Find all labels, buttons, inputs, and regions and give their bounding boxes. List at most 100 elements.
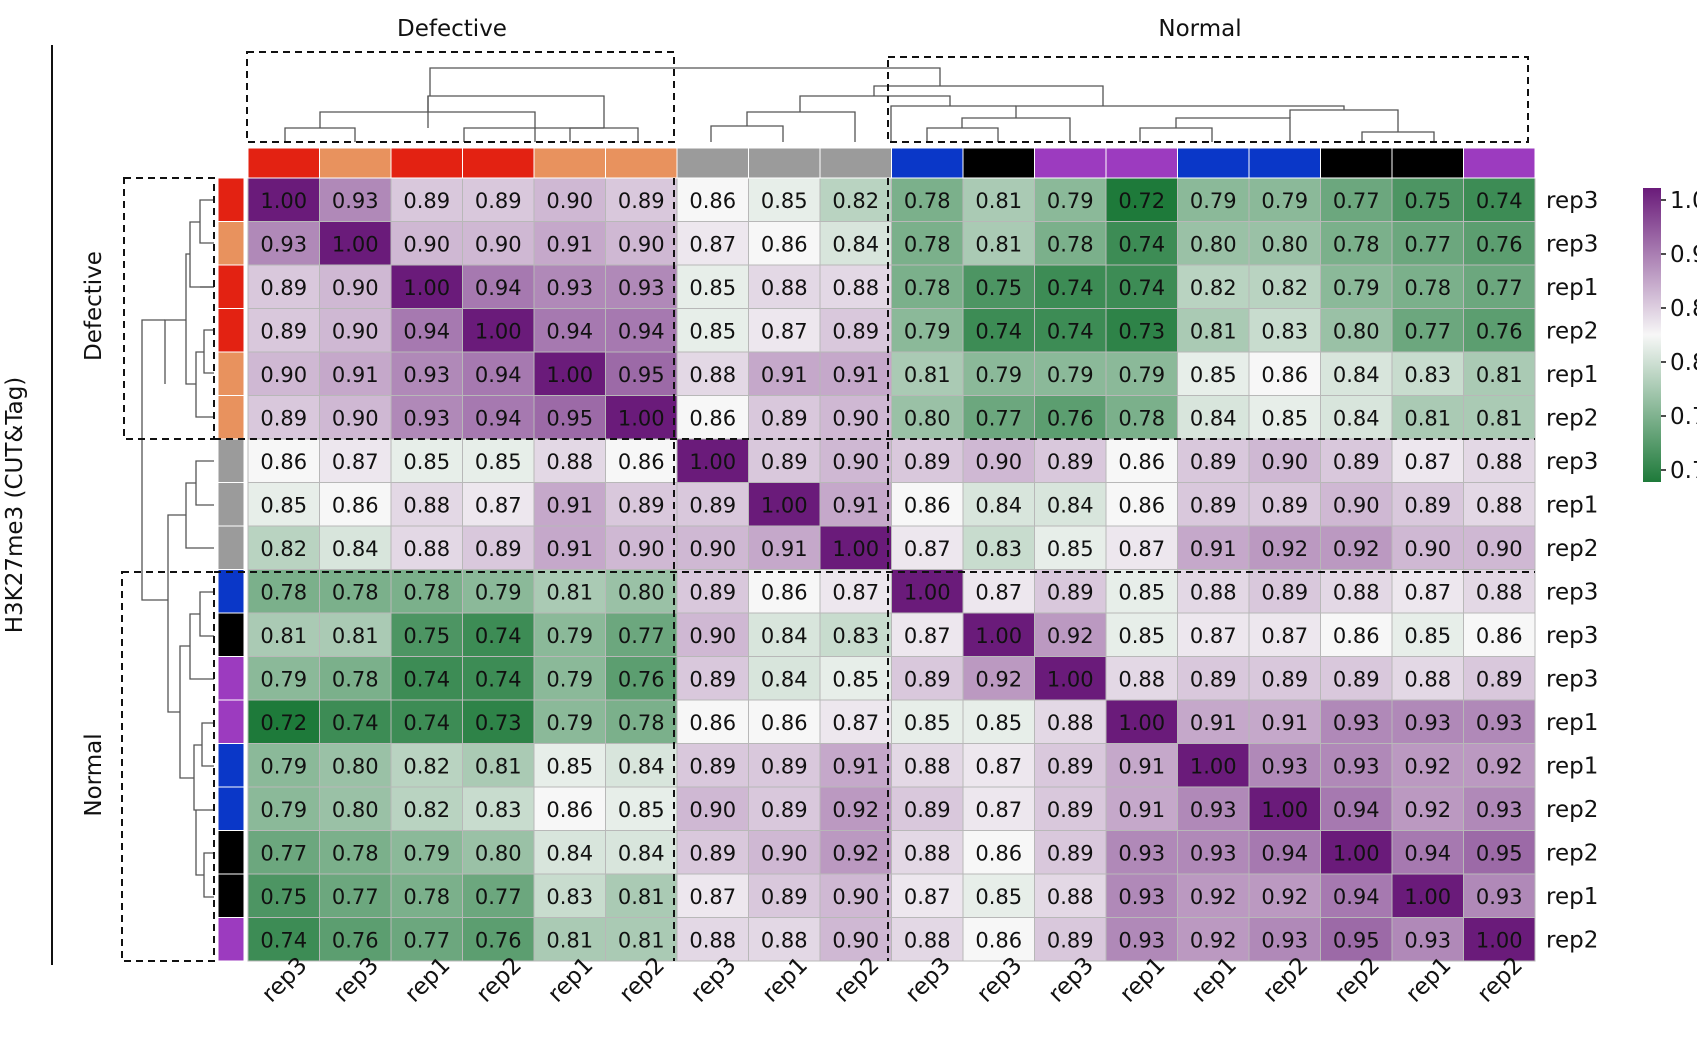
heatmap-cell — [605, 482, 678, 527]
heatmap-cell-value: 0.87 — [475, 493, 522, 517]
heatmap-cell-value: 0.87 — [1404, 450, 1451, 474]
heatmap-cell-value: 0.87 — [832, 711, 879, 735]
heatmap-cell — [1248, 656, 1321, 701]
heatmap-cell-value: 0.87 — [1190, 624, 1237, 648]
heatmap-cell — [748, 308, 821, 353]
heatmap-cell-value: 0.88 — [761, 928, 808, 952]
heatmap-cell-value: 0.88 — [403, 537, 450, 561]
heatmap-cell-value: 0.89 — [761, 798, 808, 822]
heatmap-cell — [319, 830, 392, 875]
heatmap-cell — [533, 873, 606, 918]
heatmap-cell — [247, 873, 320, 918]
heatmap-cell — [1177, 221, 1250, 266]
left-annotation-swatch — [217, 351, 245, 396]
heatmap-cell-value: 1.00 — [260, 189, 307, 213]
heatmap-cell-value: 0.82 — [403, 754, 450, 778]
row-label: rep2 — [1546, 318, 1598, 344]
heatmap-cell-value: 0.89 — [689, 580, 736, 604]
heatmap-cell — [1320, 786, 1393, 831]
heatmap-cell-value: 0.87 — [975, 580, 1022, 604]
heatmap-cell — [1248, 830, 1321, 875]
heatmap-cell-value: 0.92 — [1261, 537, 1308, 561]
heatmap-cell — [891, 917, 964, 962]
heatmap-cell-value: 0.93 — [1333, 711, 1380, 735]
heatmap-cell-value: 0.89 — [1333, 667, 1380, 691]
heatmap-cell-value: 0.81 — [1476, 363, 1523, 387]
heatmap-cell — [390, 482, 463, 527]
heatmap-cell — [1034, 656, 1107, 701]
heatmap-cell-value: 0.94 — [475, 406, 522, 430]
heatmap-cell — [1177, 438, 1250, 483]
heatmap-cell-value: 0.88 — [1047, 711, 1094, 735]
heatmap-cell-value: 0.81 — [1476, 406, 1523, 430]
row-label: rep1 — [1546, 710, 1598, 736]
heatmap-cell-value: 0.85 — [1047, 537, 1094, 561]
heatmap-cell-value: 0.78 — [1118, 406, 1165, 430]
row-label: rep3 — [1546, 623, 1598, 649]
heatmap-cell-value: 0.84 — [1333, 363, 1380, 387]
heatmap-cell-value: 0.92 — [832, 841, 879, 865]
top-annotation-swatch — [1391, 147, 1464, 179]
row-label: rep2 — [1546, 797, 1598, 823]
colorbar-tick-label: 0.8 — [1670, 296, 1697, 322]
heatmap-cell-value: 0.90 — [546, 189, 593, 213]
heatmap-cell — [1248, 917, 1321, 962]
heatmap-cell-value: 0.75 — [260, 885, 307, 909]
heatmap-cell-value: 0.89 — [618, 493, 665, 517]
heatmap-cell-value: 0.92 — [975, 667, 1022, 691]
top-box-normal — [887, 56, 1529, 143]
heatmap-cell-value: 0.78 — [403, 885, 450, 909]
heatmap-cell — [319, 612, 392, 657]
heatmap-cell-value: 0.93 — [260, 232, 307, 256]
heatmap-cell-value: 1.00 — [1118, 711, 1165, 735]
heatmap-cell-value: 0.81 — [546, 928, 593, 952]
heatmap-cell — [247, 917, 320, 962]
heatmap-cell-value: 0.86 — [761, 711, 808, 735]
heatmap-cell — [1105, 656, 1178, 701]
heatmap-cell — [676, 786, 749, 831]
heatmap-cell-value: 0.89 — [618, 189, 665, 213]
heatmap-cell-value: 0.91 — [832, 493, 879, 517]
heatmap-cell — [390, 612, 463, 657]
heatmap-cell-value: 0.81 — [260, 624, 307, 648]
heatmap-cell-value: 0.74 — [1047, 276, 1094, 300]
left-annotation-bar — [217, 177, 245, 962]
heatmap-cell-value: 0.76 — [332, 928, 379, 952]
heatmap-cell — [962, 351, 1035, 396]
heatmap-cell — [533, 482, 606, 527]
heatmap-cell-value: 1.00 — [1047, 667, 1094, 691]
heatmap-cell-value: 0.91 — [761, 363, 808, 387]
heatmap-cell — [962, 786, 1035, 831]
heatmap-cell-value: 0.88 — [832, 276, 879, 300]
heatmap-cell-value: 0.85 — [761, 189, 808, 213]
heatmap-cell — [819, 221, 892, 266]
heatmap-cell — [1034, 525, 1107, 570]
row-label: rep2 — [1546, 405, 1598, 431]
heatmap-cell-value: 0.77 — [260, 841, 307, 865]
heatmap-cell-value: 0.85 — [1404, 624, 1451, 648]
heatmap-cell — [605, 308, 678, 353]
colorbar-tick-label: 0.8 — [1670, 350, 1697, 376]
heatmap-cell-value: 0.89 — [403, 189, 450, 213]
top-annotation-swatch — [819, 147, 892, 179]
row-label: rep2 — [1546, 840, 1598, 866]
heatmap-cell-value: 0.78 — [904, 232, 951, 256]
heatmap-cell — [533, 830, 606, 875]
heatmap-values: 1.00 0.93 0.89 0.89 0.90 0.89 0.86 0.85 0.82 0.78… — [260, 189, 1522, 953]
heatmap-cell-value: 0.90 — [832, 406, 879, 430]
colorbar-tick-label: 1.0 — [1670, 188, 1697, 214]
heatmap-cell-value: 0.75 — [403, 624, 450, 648]
heatmap-cell-value: 0.90 — [403, 232, 450, 256]
heatmap-cell-value: 0.87 — [904, 537, 951, 561]
heatmap-cell-value: 1.00 — [1476, 928, 1523, 952]
heatmap-cell — [1320, 438, 1393, 483]
heatmap-cell — [1320, 917, 1393, 962]
heatmap-cell-value: 0.89 — [1261, 667, 1308, 691]
heatmap-cell-value: 0.90 — [1261, 450, 1308, 474]
heatmap-cell-value: 0.86 — [1118, 493, 1165, 517]
heatmap-cell — [533, 351, 606, 396]
heatmap-cell-value: 1.00 — [975, 624, 1022, 648]
heatmap-cell-value: 0.79 — [904, 319, 951, 343]
heatmap-cell-value: 0.90 — [689, 537, 736, 561]
